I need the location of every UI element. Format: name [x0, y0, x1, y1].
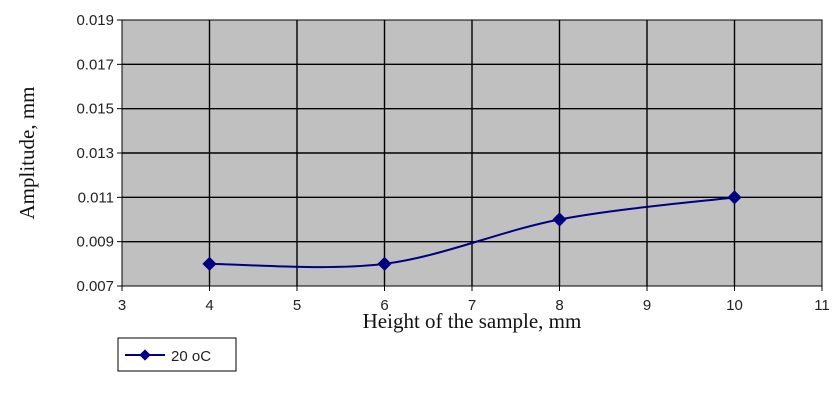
series-line — [209, 196, 735, 269]
grid-lines — [122, 20, 822, 286]
axes — [117, 19, 823, 291]
data-point-marker — [552, 212, 567, 227]
y-tick-label: 0.011 — [78, 189, 114, 206]
legend: 20 oC — [117, 337, 237, 372]
x-tick-label: 6 — [380, 297, 388, 314]
series-markers — [202, 190, 742, 271]
x-tick-label: 3 — [118, 297, 126, 314]
y-axis-title: Amplitude, mm — [15, 87, 39, 220]
data-point-marker — [727, 190, 742, 205]
data-point-marker — [202, 256, 217, 271]
y-tick-labels: 0.007 0.009 0.011 0.013 0.015 0.017 0.019 — [76, 12, 114, 295]
x-tick-label: 4 — [205, 297, 213, 314]
y-tick-label: 0.013 — [76, 145, 114, 162]
data-point-marker — [377, 256, 392, 271]
y-tick-label: 0.009 — [76, 234, 114, 251]
y-tick-label: 0.007 — [76, 278, 114, 295]
x-tick-label: 11 — [814, 297, 830, 314]
x-tick-label: 9 — [643, 297, 651, 314]
y-tick-label: 0.015 — [76, 101, 114, 118]
x-tick-label: 8 — [555, 297, 563, 314]
x-tick-label: 10 — [726, 297, 743, 314]
x-tick-labels: 3 4 5 6 7 8 9 10 11 — [118, 297, 830, 314]
x-axis-title: Height of the sample, mm — [363, 309, 582, 333]
legend-diamond-marker — [139, 349, 151, 361]
x-tick-label: 5 — [293, 297, 301, 314]
legend-series-label: 20 oC — [171, 348, 211, 365]
x-tick-label: 7 — [468, 297, 476, 314]
y-tick-label: 0.017 — [76, 56, 114, 73]
y-tick-label: 0.019 — [76, 12, 114, 29]
